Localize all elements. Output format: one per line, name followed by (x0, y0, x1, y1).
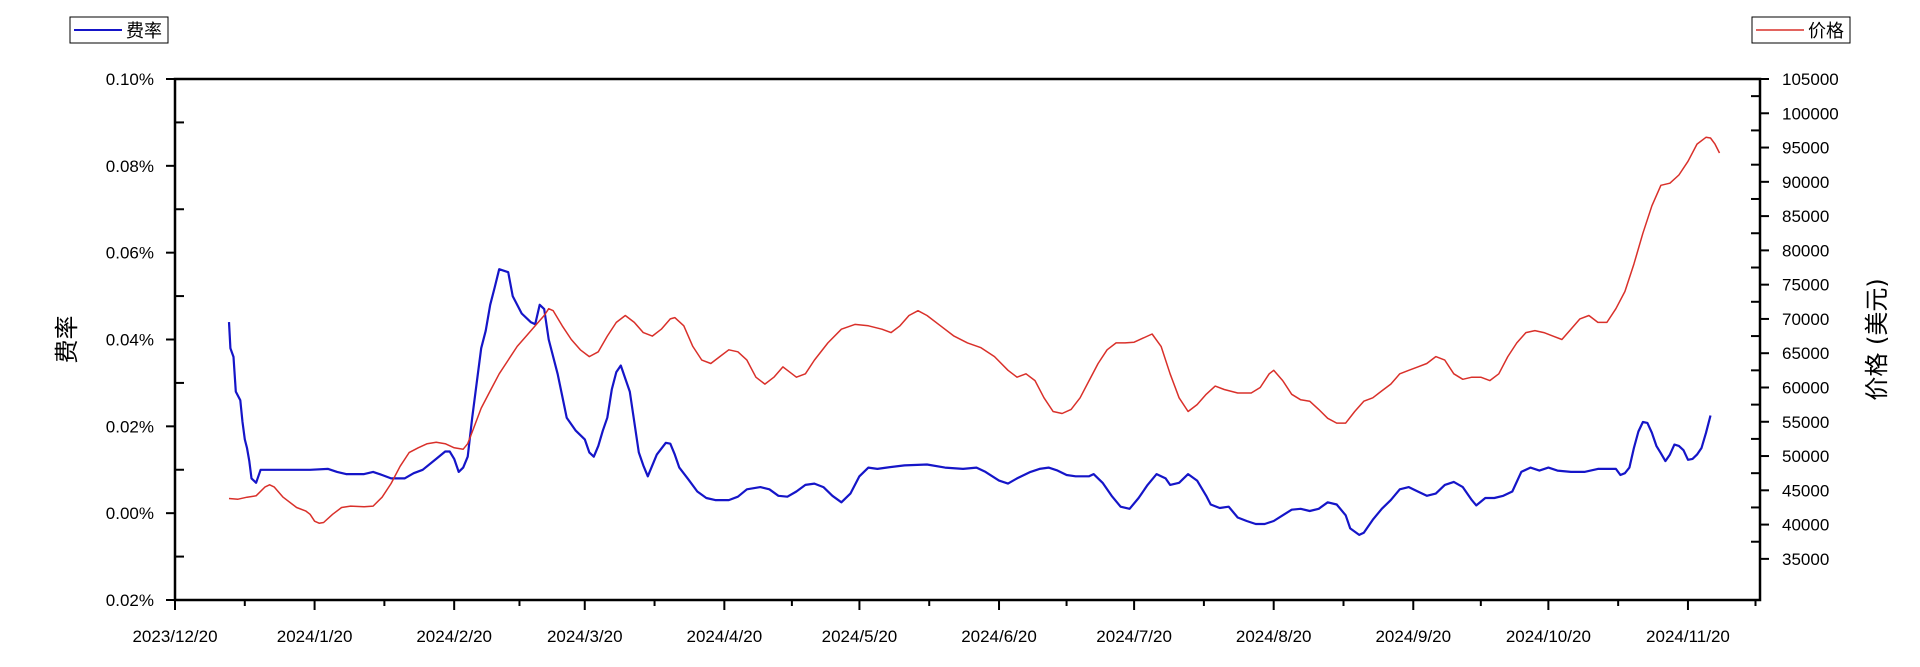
left-axis-tick-label: 0.02% (106, 417, 154, 436)
right-axis-tick-label: 85000 (1782, 207, 1829, 226)
price-line (228, 136, 1721, 524)
left-axis-tick-label: 0.10% (106, 70, 154, 89)
x-axis-tick-label: 2024/10/20 (1506, 627, 1591, 646)
legend-funding-rate: 费率 (69, 16, 169, 44)
right-axis-tick-label: 90000 (1782, 173, 1829, 192)
right-axis-tick-label: 70000 (1782, 310, 1829, 329)
x-axis-tick-label: 2024/8/20 (1236, 627, 1312, 646)
right-axis-tick-label: 95000 (1782, 139, 1829, 158)
right-axis-tick-label: 105000 (1782, 70, 1839, 89)
right-axis-tick-label: 50000 (1782, 447, 1829, 466)
funding-rate-line (227, 268, 1712, 537)
left-axis-tick-label: 0.08% (106, 157, 154, 176)
x-axis-tick-label: 2024/2/20 (416, 627, 492, 646)
right-axis-tick-label: 75000 (1782, 276, 1829, 295)
left-axis-title: 费率 (53, 316, 81, 364)
right-axis-tick-label: 55000 (1782, 413, 1829, 432)
left-axis-tick-label: 0.06% (106, 244, 154, 263)
left-axis-tick-label: 0.02% (106, 591, 154, 610)
plot-frame (173, 77, 1762, 602)
x-axis-tick-label: 2023/12/20 (132, 627, 217, 646)
right-axis-tick-label: 40000 (1782, 516, 1829, 535)
x-axis-tick-label: 2024/7/20 (1096, 627, 1172, 646)
x-axis-tick-label: 2024/1/20 (277, 627, 353, 646)
right-axis-tick-label: 80000 (1782, 241, 1829, 260)
x-axis-tick-label: 2024/4/20 (687, 627, 763, 646)
x-axis-tick-label: 2024/5/20 (822, 627, 898, 646)
right-axis-tick-label: 60000 (1782, 378, 1829, 397)
right-axis-tick-label: 65000 (1782, 344, 1829, 363)
plot-area: 0.02% 0.00% 0.02% 0.04% 0.06% 0.08% 0.10% 35000… (106, 70, 1839, 646)
right-axis-title: 价格 (美元) (1863, 278, 1891, 400)
x-axis-tick-label: 2024/9/20 (1375, 627, 1451, 646)
legend-price: 价格 (1751, 16, 1851, 44)
left-axis-tick-label: 0.00% (106, 504, 154, 523)
x-axis-tick-label: 2024/6/20 (961, 627, 1037, 646)
legend-label-price: 价格 (1808, 21, 1844, 42)
right-axis-tick-label: 35000 (1782, 550, 1829, 569)
left-axis-tick-label: 0.04% (106, 331, 154, 350)
x-axis-tick-label: 2024/11/20 (1646, 627, 1730, 646)
right-axis-tick-label: 100000 (1782, 104, 1839, 123)
x-axis-tick-label: 2024/3/20 (547, 627, 623, 646)
right-axis-tick-label: 45000 (1782, 481, 1829, 500)
legend-label-funding-rate: 费率 (126, 21, 162, 42)
